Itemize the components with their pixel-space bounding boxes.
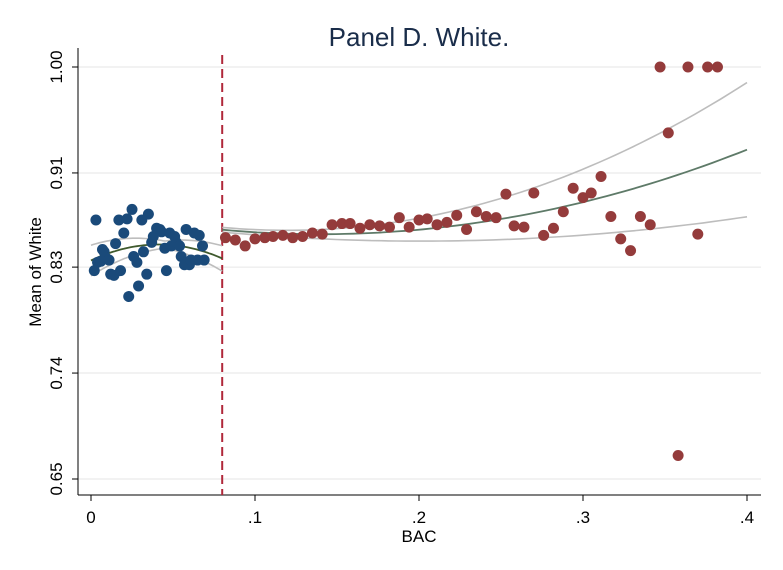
data-point-above — [662, 127, 674, 139]
y-axis-label: Mean of White — [26, 217, 45, 327]
x-tick-label: .3 — [576, 508, 590, 527]
data-point-below — [175, 251, 187, 263]
data-point-below — [103, 254, 115, 266]
data-point-above — [682, 61, 694, 73]
axis-ticks: 0.65 0.74 0.83 0.91 1.00 0 .1 .2 .3 .4 — [47, 50, 754, 527]
data-point-above — [692, 228, 704, 240]
data-point-above — [470, 206, 482, 218]
data-point-above — [219, 232, 231, 244]
data-point-above — [336, 218, 348, 230]
data-point-below — [137, 246, 149, 258]
data-point-above — [344, 218, 356, 230]
x-tick-label: .1 — [248, 508, 262, 527]
data-point-above — [557, 206, 569, 218]
data-point-above — [547, 222, 559, 234]
data-point-above — [306, 227, 318, 239]
data-point-above — [595, 170, 607, 182]
data-point-above — [711, 61, 723, 73]
data-point-above — [431, 219, 443, 231]
data-point-above — [393, 212, 405, 224]
data-point-above — [277, 229, 289, 241]
undefined-ci-lower — [222, 216, 748, 242]
data-point-below — [141, 268, 153, 280]
x-tick-label: .4 — [740, 508, 754, 527]
chart-title: Panel D. White. — [329, 22, 510, 52]
y-tick-label: 0.91 — [47, 156, 66, 189]
data-point-above — [259, 232, 271, 244]
data-point-above — [634, 210, 646, 222]
data-point-above — [615, 233, 627, 245]
data-point-above — [672, 449, 684, 461]
data-point-above — [528, 187, 540, 199]
data-point-below — [156, 226, 168, 238]
data-point-below — [131, 256, 143, 268]
data-point-above — [413, 214, 425, 226]
data-point-below — [180, 223, 192, 235]
data-point-above — [508, 220, 520, 232]
data-point-above — [287, 232, 299, 244]
y-tick-label: 0.65 — [47, 462, 66, 495]
data-point-above — [567, 182, 579, 194]
data-point-below — [147, 231, 159, 243]
data-point-below — [126, 203, 138, 215]
data-point-above — [239, 240, 251, 252]
data-point-above — [538, 229, 550, 241]
data-point-below — [142, 208, 154, 220]
data-point-above — [500, 188, 512, 200]
data-point-above — [644, 219, 656, 231]
data-point-below — [90, 214, 102, 226]
data-point-above — [654, 61, 666, 73]
data-point-above — [490, 212, 502, 224]
data-point-above — [480, 210, 492, 222]
data-point-below — [115, 265, 127, 277]
data-point-above — [249, 233, 261, 245]
y-tick-label: 0.74 — [47, 357, 66, 390]
x-tick-label: 0 — [86, 508, 95, 527]
data-point-above — [383, 221, 395, 233]
data-point-above — [451, 209, 463, 221]
data-point-above — [441, 216, 453, 228]
data-point-above — [364, 219, 376, 231]
data-point-below — [121, 213, 133, 225]
data-point-below — [118, 227, 130, 239]
data-point-above — [267, 231, 279, 243]
data-point-above — [518, 221, 530, 233]
data-point-below — [110, 238, 122, 250]
data-point-above — [316, 228, 328, 240]
data-point-below — [160, 265, 172, 277]
y-tick-label: 0.83 — [47, 251, 66, 284]
data-point-above — [461, 223, 473, 235]
data-point-above — [625, 245, 637, 257]
data-point-below — [197, 240, 209, 252]
data-point-above — [374, 220, 386, 232]
data-point-above — [403, 221, 415, 233]
data-point-below — [123, 291, 135, 303]
y-tick-label: 1.00 — [47, 50, 66, 83]
data-point-below — [193, 229, 205, 241]
data-point-below — [133, 280, 145, 292]
data-point-above — [577, 192, 589, 204]
data-point-below — [88, 265, 100, 277]
data-point-below — [174, 240, 186, 252]
data-point-above — [229, 234, 241, 246]
data-point-above — [421, 213, 433, 225]
data-points — [88, 61, 723, 461]
data-point-below — [198, 254, 210, 266]
x-tick-label: .2 — [412, 508, 426, 527]
data-point-above — [585, 187, 597, 199]
data-point-below — [113, 214, 125, 226]
data-point-above — [702, 61, 714, 73]
data-point-above — [297, 231, 309, 243]
data-point-above — [605, 210, 617, 222]
data-point-above — [354, 222, 366, 234]
x-axis-label: BAC — [402, 527, 437, 546]
data-point-above — [326, 219, 338, 231]
